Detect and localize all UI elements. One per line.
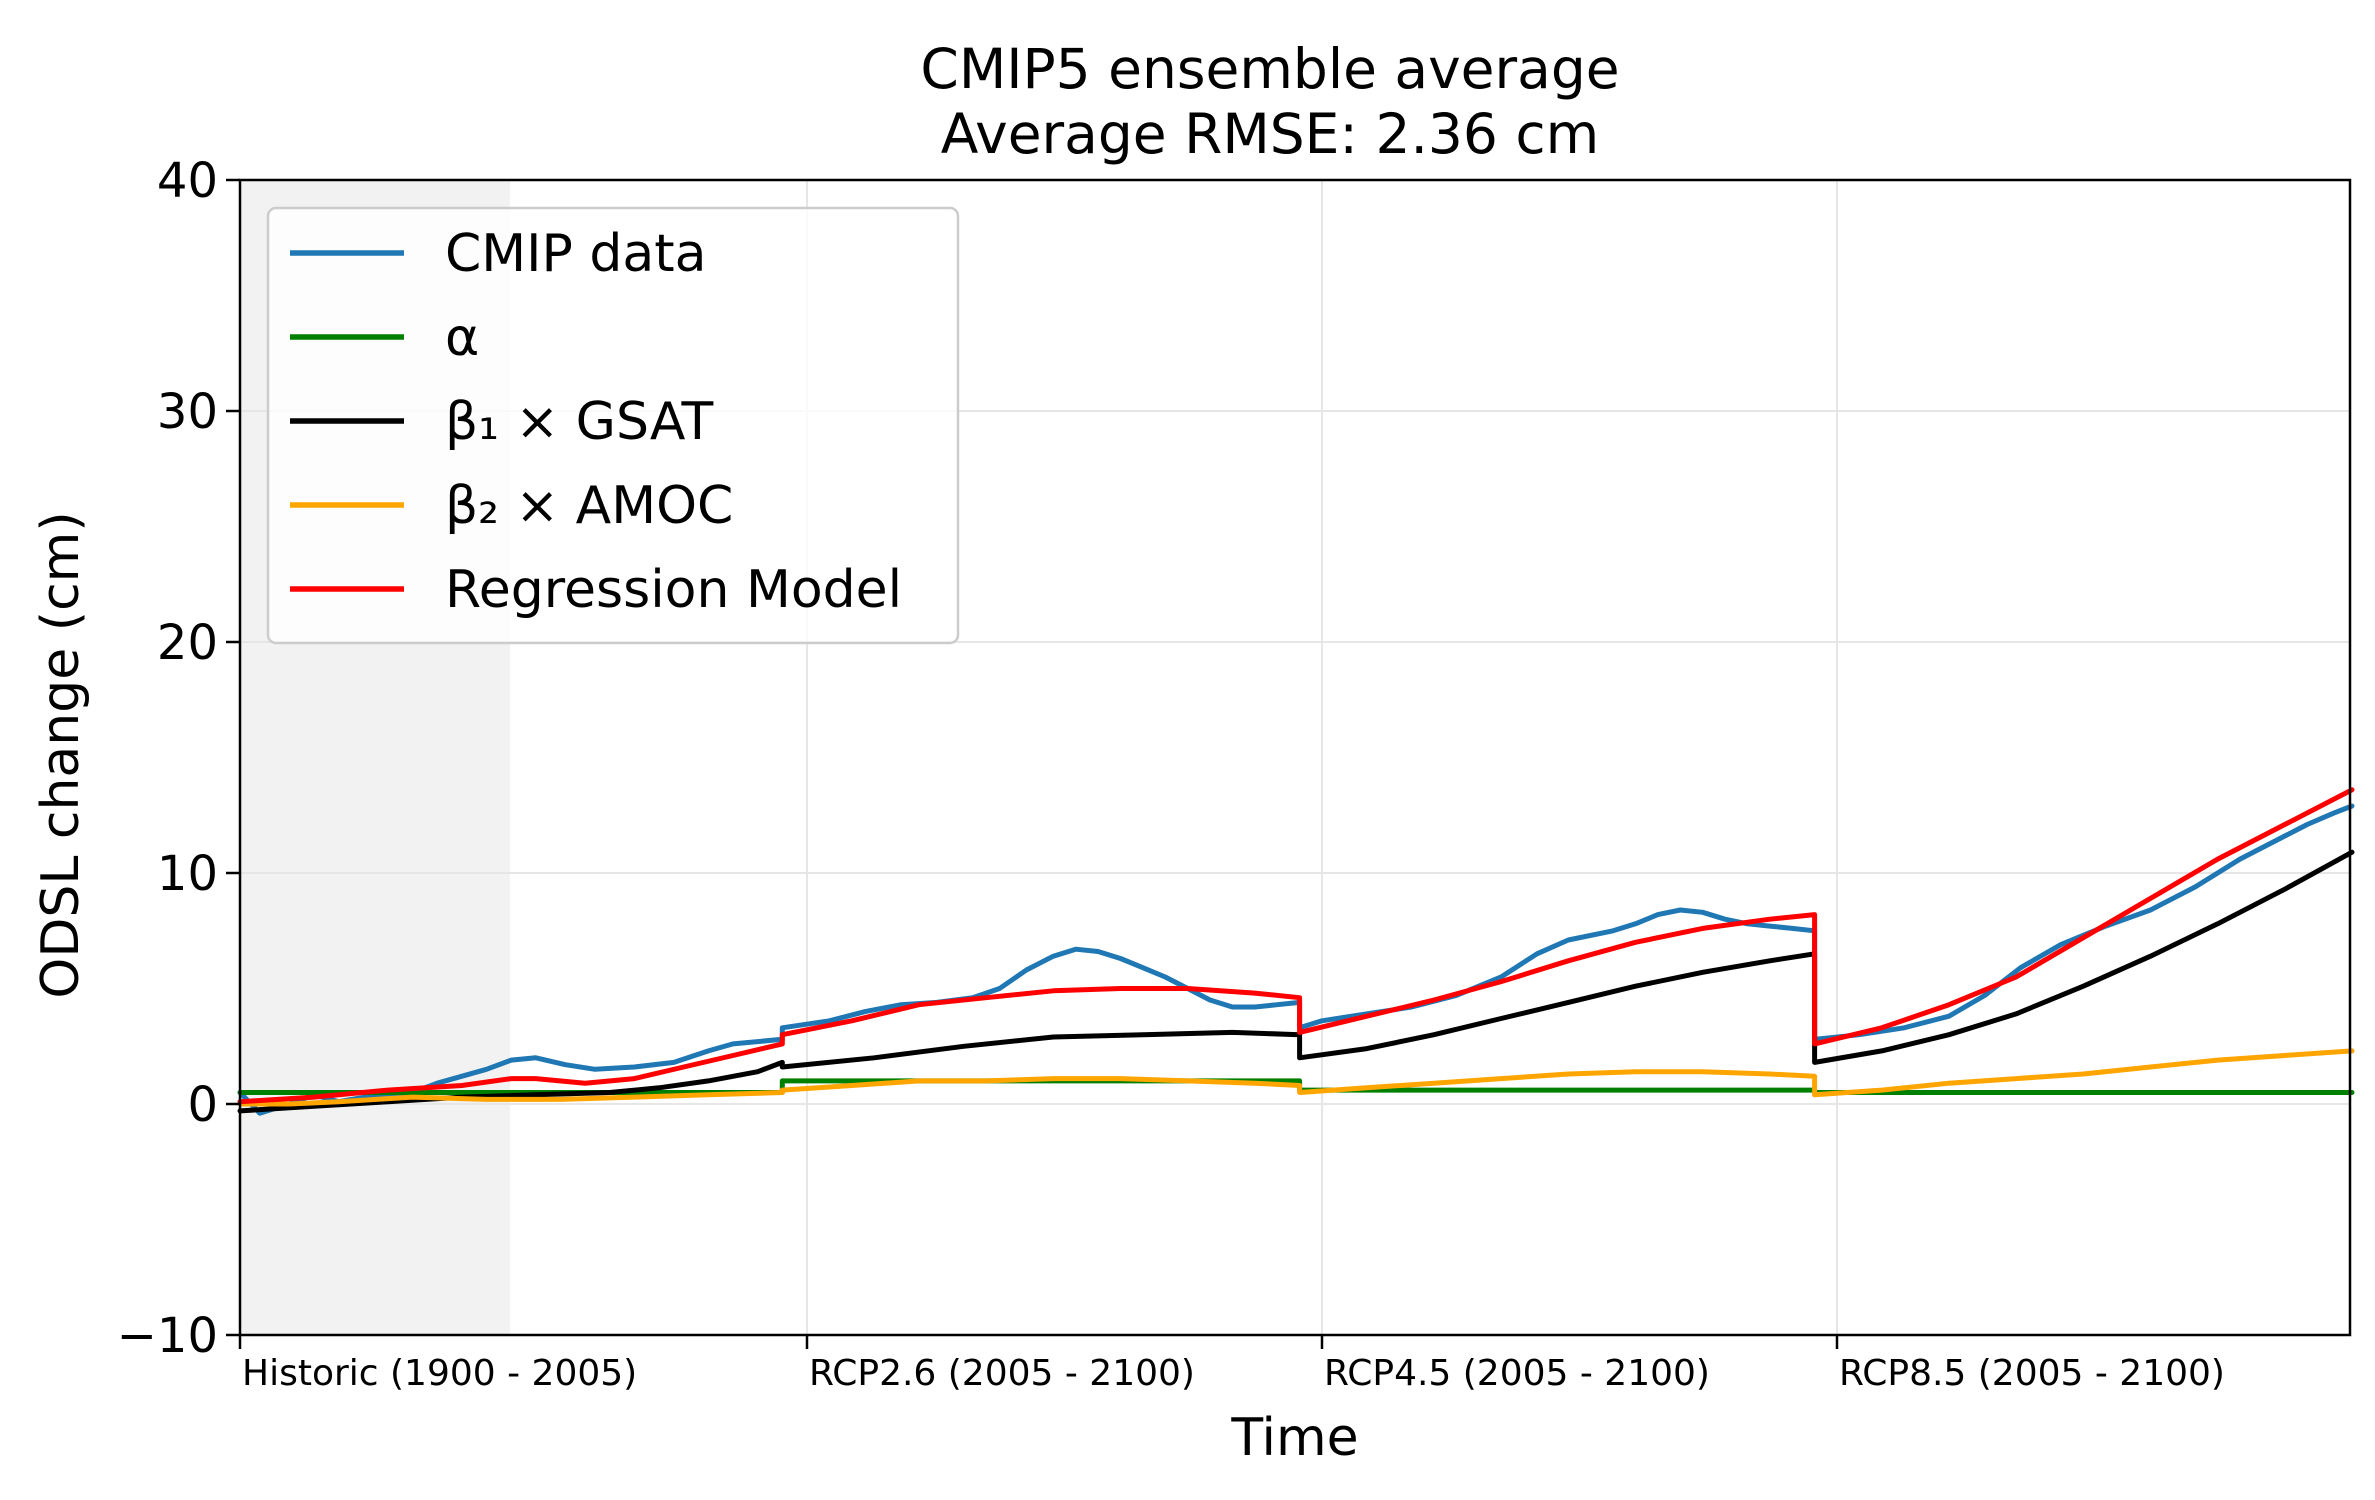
y-tick-label: −10 — [117, 1308, 218, 1364]
legend-label: β₁ × GSAT — [445, 392, 713, 452]
tick-layer: −10 0 10 20 30 40 Historic (1900 - 2005) RCP2.6… — [117, 153, 2225, 1394]
series-layer — [237, 787, 2355, 1116]
x-tick-label: RCP4.5 (2005 - 2100) — [1324, 1353, 1710, 1394]
series-line-4 — [237, 1048, 2355, 1107]
y-tick-label: 40 — [157, 153, 218, 209]
chart-title-line-2: Average RMSE: 2.36 cm — [941, 102, 1599, 166]
series-line-5 — [237, 787, 2355, 1105]
y-tick-label: 30 — [157, 384, 218, 440]
series-line-1 — [237, 803, 2355, 1116]
y-axis-label: ODSL change (cm) — [31, 511, 91, 998]
x-tick-label: RCP8.5 (2005 - 2100) — [1839, 1353, 2225, 1394]
legend-box — [266, 206, 960, 645]
x-axis-label: Time — [1230, 1408, 1358, 1468]
y-tick-label: 20 — [157, 615, 218, 671]
y-tick-label: 10 — [157, 846, 218, 902]
legend: CMIP data α β₁ × GSAT β₂ × AMOC Regression M… — [266, 206, 960, 645]
legend-label: Regression Model — [445, 560, 902, 620]
chart-title-line-1: CMIP5 ensemble average — [920, 37, 1619, 101]
axes-frame — [238, 178, 2352, 1337]
legend-label: β₂ × AMOC — [445, 476, 733, 536]
x-tick-label: RCP2.6 (2005 - 2100) — [809, 1353, 1195, 1394]
legend-label: α — [445, 308, 479, 368]
x-tick-label: Historic (1900 - 2005) — [242, 1353, 637, 1394]
y-tick-label: 0 — [187, 1077, 218, 1133]
series-line-3 — [237, 849, 2355, 1114]
legend-label: CMIP data — [445, 224, 707, 284]
